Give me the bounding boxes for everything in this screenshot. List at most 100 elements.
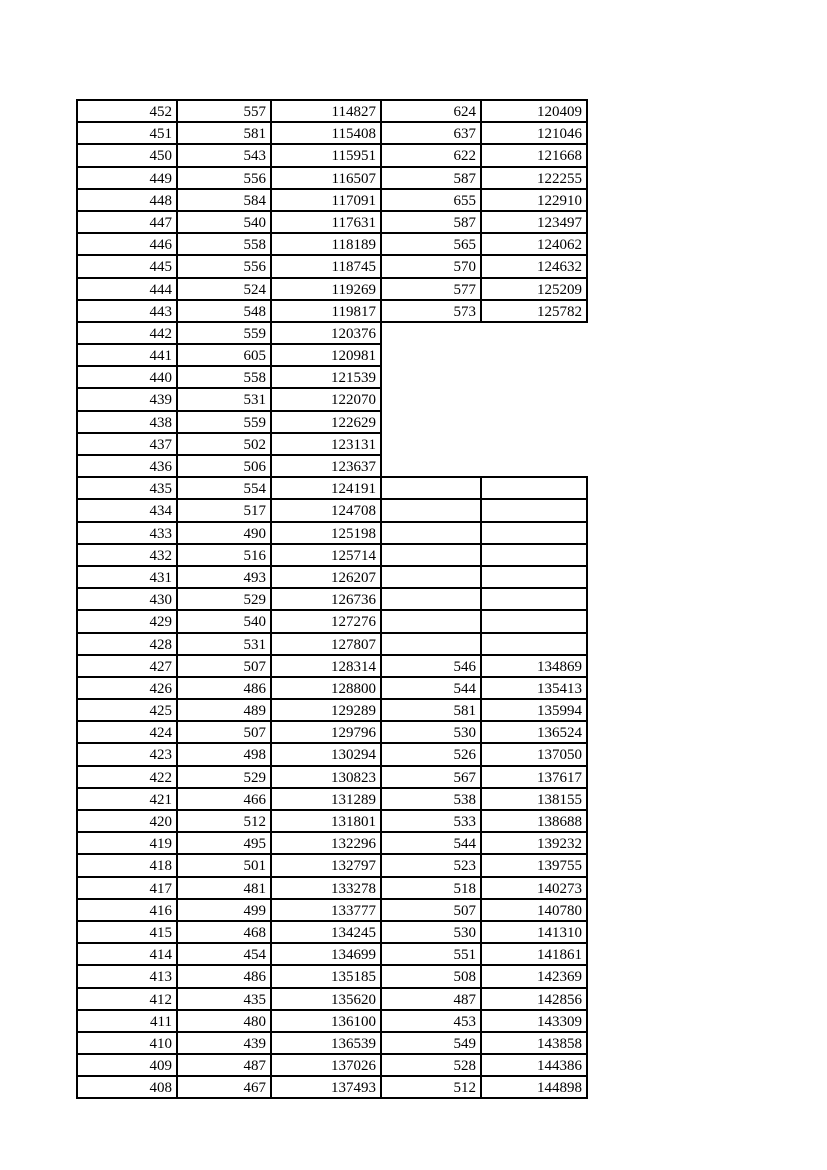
table-cell: 442 bbox=[78, 323, 178, 345]
table-row: 412435135620487142856 bbox=[78, 989, 588, 1011]
table-row: 443548119817573125782 bbox=[78, 301, 588, 323]
table-cell: 118189 bbox=[272, 234, 382, 256]
table-cell: 125209 bbox=[482, 279, 588, 301]
table-cell: 557 bbox=[178, 101, 272, 123]
table-cell: 135620 bbox=[272, 989, 382, 1011]
table-cell bbox=[382, 567, 482, 589]
table-cell: 531 bbox=[178, 389, 272, 411]
table-row: 424507129796530136524 bbox=[78, 722, 588, 744]
table-row: 418501132797523139755 bbox=[78, 855, 588, 877]
table-cell: 136539 bbox=[272, 1033, 382, 1055]
table-cell: 117091 bbox=[272, 190, 382, 212]
table-row: 419495132296544139232 bbox=[78, 833, 588, 855]
table-cell: 130294 bbox=[272, 744, 382, 766]
table-cell: 131801 bbox=[272, 811, 382, 833]
table-row: 428531127807 bbox=[78, 634, 588, 656]
table-cell: 446 bbox=[78, 234, 178, 256]
table-cell bbox=[482, 523, 588, 545]
table-cell: 139755 bbox=[482, 855, 588, 877]
table-cell: 533 bbox=[382, 811, 482, 833]
table-cell: 538 bbox=[382, 789, 482, 811]
table-row: 451581115408637121046 bbox=[78, 123, 588, 145]
table-cell: 421 bbox=[78, 789, 178, 811]
table-cell: 433 bbox=[78, 523, 178, 545]
table-cell: 420 bbox=[78, 811, 178, 833]
table-cell: 587 bbox=[382, 168, 482, 190]
table-cell: 530 bbox=[382, 922, 482, 944]
table-cell: 546 bbox=[382, 656, 482, 678]
table-cell: 570 bbox=[382, 256, 482, 278]
table-cell: 543 bbox=[178, 145, 272, 167]
table-cell: 506 bbox=[178, 456, 272, 478]
table-row: 427507128314546134869 bbox=[78, 656, 588, 678]
table-cell: 412 bbox=[78, 989, 178, 1011]
table-cell: 434 bbox=[78, 500, 178, 522]
table-row: 452557114827624120409 bbox=[78, 101, 588, 123]
table-row: 417481133278518140273 bbox=[78, 878, 588, 900]
table-cell: 544 bbox=[382, 833, 482, 855]
table-cell: 526 bbox=[382, 744, 482, 766]
table-cell: 132296 bbox=[272, 833, 382, 855]
table-row: 425489129289581135994 bbox=[78, 700, 588, 722]
table-cell: 495 bbox=[178, 833, 272, 855]
table-cell: 447 bbox=[78, 212, 178, 234]
table-cell: 468 bbox=[178, 922, 272, 944]
table-cell: 444 bbox=[78, 279, 178, 301]
table-cell: 438 bbox=[78, 412, 178, 434]
table-row: 445556118745570124632 bbox=[78, 256, 588, 278]
table-cell: 418 bbox=[78, 855, 178, 877]
table-cell bbox=[482, 589, 588, 611]
table-cell bbox=[482, 476, 588, 500]
table-cell: 426 bbox=[78, 678, 178, 700]
table-row: 437502123131 bbox=[78, 434, 588, 456]
table-cell: 140780 bbox=[482, 900, 588, 922]
table-row: 444524119269577125209 bbox=[78, 279, 588, 301]
table-cell: 124062 bbox=[482, 234, 588, 256]
table-cell: 126207 bbox=[272, 567, 382, 589]
table-cell bbox=[482, 500, 588, 522]
table-cell: 425 bbox=[78, 700, 178, 722]
table-cell: 435 bbox=[178, 989, 272, 1011]
table-cell: 123131 bbox=[272, 434, 382, 456]
table-cell: 548 bbox=[178, 301, 272, 323]
table-cell: 119269 bbox=[272, 279, 382, 301]
table-cell: 558 bbox=[178, 367, 272, 389]
table-cell: 490 bbox=[178, 523, 272, 545]
table-cell: 409 bbox=[78, 1055, 178, 1077]
table-cell: 551 bbox=[382, 944, 482, 966]
table-cell: 507 bbox=[178, 656, 272, 678]
table-cell: 517 bbox=[178, 500, 272, 522]
table-cell: 567 bbox=[382, 767, 482, 789]
table-cell: 508 bbox=[382, 966, 482, 988]
table-row: 423498130294526137050 bbox=[78, 744, 588, 766]
table-cell: 448 bbox=[78, 190, 178, 212]
table-row: 433490125198 bbox=[78, 523, 588, 545]
table-cell: 133278 bbox=[272, 878, 382, 900]
table-cell: 529 bbox=[178, 589, 272, 611]
table-cell: 622 bbox=[382, 145, 482, 167]
table-row: 415468134245530141310 bbox=[78, 922, 588, 944]
table-cell: 452 bbox=[78, 101, 178, 123]
table-cell: 431 bbox=[78, 567, 178, 589]
table-cell: 125714 bbox=[272, 545, 382, 567]
table-row: 450543115951622121668 bbox=[78, 145, 588, 167]
table-cell: 549 bbox=[382, 1033, 482, 1055]
table-row: 438559122629 bbox=[78, 412, 588, 434]
table-cell: 445 bbox=[78, 256, 178, 278]
table-cell: 124191 bbox=[272, 478, 382, 500]
table-cell: 499 bbox=[178, 900, 272, 922]
table-row: 439531122070 bbox=[78, 389, 588, 411]
table-row: 441605120981 bbox=[78, 345, 588, 367]
table-cell: 123497 bbox=[482, 212, 588, 234]
table-cell: 439 bbox=[178, 1033, 272, 1055]
table-row: 436506123637 bbox=[78, 456, 588, 478]
table-cell: 556 bbox=[178, 168, 272, 190]
table-cell: 141310 bbox=[482, 922, 588, 944]
table-cell: 415 bbox=[78, 922, 178, 944]
table-cell: 449 bbox=[78, 168, 178, 190]
table-cell: 411 bbox=[78, 1011, 178, 1033]
table-cell: 126736 bbox=[272, 589, 382, 611]
table-cell: 127276 bbox=[272, 611, 382, 633]
table-cell: 507 bbox=[178, 722, 272, 744]
table-cell: 142369 bbox=[482, 966, 588, 988]
